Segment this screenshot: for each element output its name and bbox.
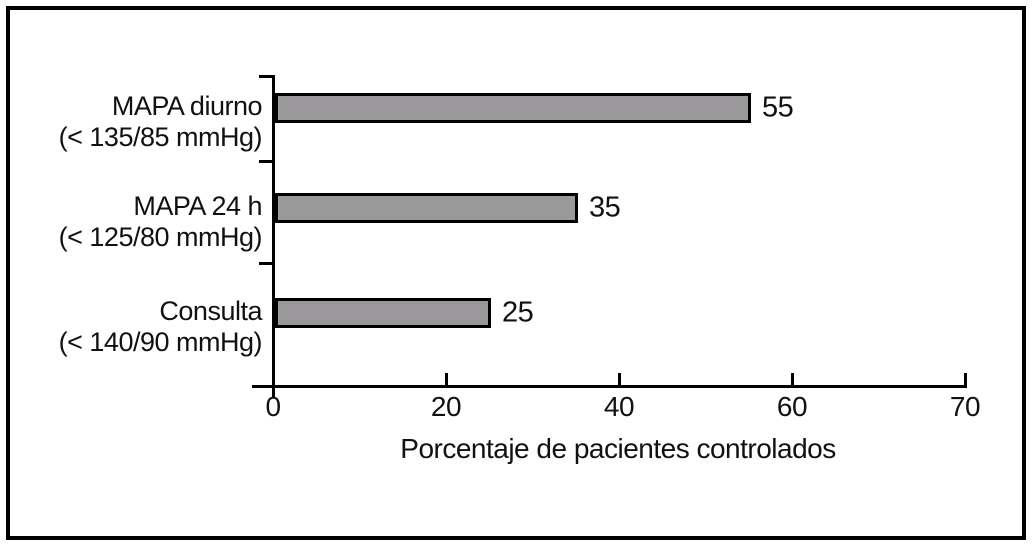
x-tick-label: 70 (949, 391, 981, 422)
category-label: MAPA 24 h (< 125/80 mmHg) (58, 191, 263, 253)
bar-value-label: 55 (762, 91, 794, 124)
x-axis-tick (964, 373, 967, 385)
bar (275, 298, 491, 328)
x-axis-tick (791, 373, 794, 385)
category-label: Consulta (< 140/90 mmHg) (58, 296, 263, 358)
y-axis (272, 75, 275, 397)
x-axis-tick (618, 373, 621, 385)
x-axis (252, 385, 967, 388)
bar-value-label: 35 (589, 191, 621, 224)
x-tick-label: 0 (265, 391, 281, 422)
x-axis-title: Porcentaje de pacientes controlados (400, 433, 836, 464)
bar (275, 93, 751, 123)
bar-value-label: 25 (502, 296, 534, 329)
y-axis-tick (259, 75, 272, 78)
x-tick-label: 40 (603, 391, 635, 422)
x-axis-tick (445, 373, 448, 385)
bar (275, 193, 578, 223)
category-threshold: (< 140/90 mmHg) (58, 327, 263, 357)
category-name: Consulta (159, 296, 262, 326)
category-name: MAPA diurno (111, 91, 263, 121)
y-axis-tick (259, 262, 272, 265)
x-tick-label: 60 (776, 391, 808, 422)
category-name: MAPA 24 h (133, 191, 262, 221)
category-threshold: (< 125/80 mmHg) (58, 222, 263, 252)
y-axis-tick (259, 160, 272, 163)
category-threshold: (< 135/85 mmHg) (58, 122, 263, 152)
x-tick-label: 20 (430, 391, 462, 422)
category-label: MAPA diurno (< 135/85 mmHg) (58, 91, 263, 153)
